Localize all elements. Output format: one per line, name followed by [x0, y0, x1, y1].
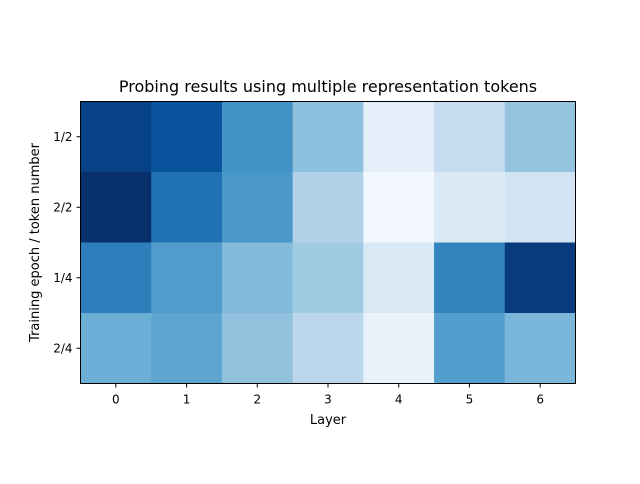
x-tick-label: 2 — [253, 393, 261, 407]
heatmap-cell — [80, 313, 152, 384]
x-tick-label: 5 — [466, 393, 474, 407]
x-tick-label: 3 — [324, 393, 332, 407]
heatmap-cell — [292, 172, 364, 243]
x-tick-label: 0 — [112, 393, 120, 407]
x-axis-label: Layer — [310, 413, 347, 428]
heatmap-cell — [434, 172, 506, 243]
heatmap-cell — [80, 172, 152, 243]
heatmap-cell — [151, 242, 223, 314]
x-tick-label: 6 — [536, 393, 544, 407]
heatmap-cell — [434, 313, 506, 384]
chart-title: Probing results using multiple represent… — [119, 77, 537, 96]
heatmap-cell — [504, 313, 576, 384]
heatmap-cell — [504, 172, 576, 243]
x-tick-label: 4 — [395, 393, 403, 407]
heatmap-cell — [151, 313, 223, 384]
x-tick-label: 1 — [183, 393, 191, 407]
heatmap-cell — [504, 242, 576, 314]
heatmap-cell — [363, 172, 435, 243]
heatmap-cell — [80, 101, 152, 173]
heatmap-cell — [221, 313, 294, 384]
y-tick-label: 2/2 — [53, 200, 72, 214]
heatmap-cell — [221, 172, 294, 243]
heatmap-cell — [434, 101, 506, 173]
y-axis-ticks: 1/2 2/2 1/4 2/4 — [53, 130, 81, 355]
heatmap-cell — [434, 242, 506, 314]
y-axis-label: Training epoch / token number — [28, 142, 43, 343]
heatmap-cell — [292, 101, 364, 173]
heatmap-cell — [504, 101, 576, 173]
heatmap-cell — [221, 242, 294, 314]
heatmap-cell — [80, 242, 152, 314]
heatmap-cell — [151, 172, 223, 243]
heatmap-cell — [221, 101, 294, 173]
y-tick-label: 1/2 — [53, 130, 72, 144]
heatmap-cell — [363, 242, 435, 314]
heatmap-cells — [80, 101, 576, 384]
heatmap-cell — [363, 101, 435, 173]
heatmap-cell — [292, 242, 364, 314]
x-axis-ticks: 0 1 2 3 4 5 6 — [112, 383, 544, 407]
heatmap-cell — [151, 101, 223, 173]
heatmap-cell — [363, 313, 435, 384]
heatmap-cell — [292, 313, 364, 384]
y-tick-label: 2/4 — [53, 341, 72, 355]
y-tick-label: 1/4 — [53, 271, 72, 285]
